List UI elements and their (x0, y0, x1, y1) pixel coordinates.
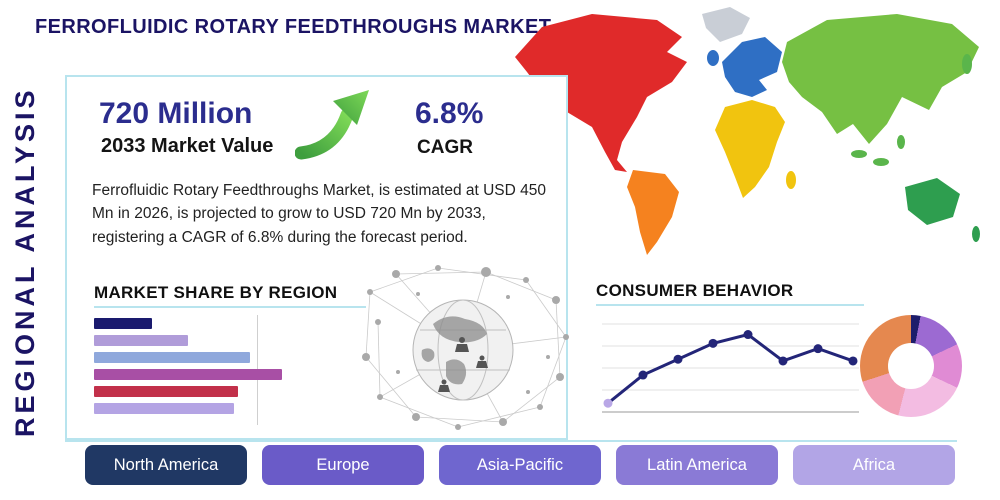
bottom-divider (65, 440, 957, 442)
map-japan (962, 54, 972, 74)
map-uk (707, 50, 719, 66)
map-philippines (897, 135, 905, 149)
region-button-latin-america[interactable]: Latin America (616, 445, 778, 485)
region-button-europe[interactable]: Europe (262, 445, 424, 485)
line-marker-4 (743, 330, 753, 340)
line-marker-1 (638, 370, 648, 380)
bar-0 (94, 318, 152, 329)
market-description: Ferrofluidic Rotary Feedthroughs Market,… (92, 182, 546, 246)
market-value-label: 2033 Market Value (101, 135, 274, 157)
bar-2 (94, 352, 250, 363)
region-buttons: North America Europe Asia-Pacific Latin Ame… (85, 445, 955, 485)
map-north-america (515, 14, 687, 172)
line-marker-7 (848, 356, 858, 366)
map-europe (722, 37, 782, 97)
bar-chart (94, 318, 294, 420)
line-marker-6 (813, 344, 823, 354)
donut-hole (888, 343, 934, 389)
line-chart-title: CONSUMER BEHAVIOR (596, 281, 794, 300)
globe-network-graphic (362, 265, 569, 430)
bar-chart-title: MARKET SHARE BY REGION (94, 283, 338, 302)
world-map-graphic (515, 7, 980, 255)
map-indonesia-1 (851, 150, 867, 158)
growth-arrow-icon (295, 90, 369, 160)
map-south-america (627, 170, 679, 255)
bar-title-underline (94, 306, 366, 308)
bar-1 (94, 335, 188, 346)
line-marker-2 (673, 354, 683, 364)
bar-5 (94, 403, 234, 414)
globe-continents (421, 316, 487, 385)
map-indonesia-2 (873, 158, 889, 166)
line-title-underline (596, 304, 864, 306)
market-value-stat: 720 Million (99, 97, 253, 130)
line-marker-5 (778, 356, 788, 366)
region-button-asia-pacific[interactable]: Asia-Pacific (439, 445, 601, 485)
region-button-africa[interactable]: Africa (793, 445, 955, 485)
map-madagascar (786, 171, 796, 189)
globe-meridian (437, 299, 489, 401)
map-australia (905, 178, 960, 225)
cagr-label: CAGR (417, 137, 473, 158)
regional-analysis-vertical-label: REGIONAL ANALYSIS (10, 86, 40, 438)
line-marker-0 (603, 398, 613, 408)
map-new-zealand (972, 226, 980, 242)
globe-people-icons (438, 337, 488, 392)
bar-3 (94, 369, 282, 380)
map-africa (715, 100, 785, 198)
page-title: FERROFLUIDIC ROTARY FEEDTHROUGHS MARKET (35, 16, 552, 38)
map-greenland (702, 7, 750, 42)
line-chart-svg (602, 323, 859, 413)
region-button-north-america[interactable]: North America (85, 445, 247, 485)
cagr-stat: 6.8% (415, 97, 484, 130)
map-asia (782, 14, 979, 144)
donut-chart (860, 315, 962, 417)
bar-4 (94, 386, 238, 397)
line-marker-3 (708, 338, 718, 348)
network-nodes (362, 265, 569, 430)
